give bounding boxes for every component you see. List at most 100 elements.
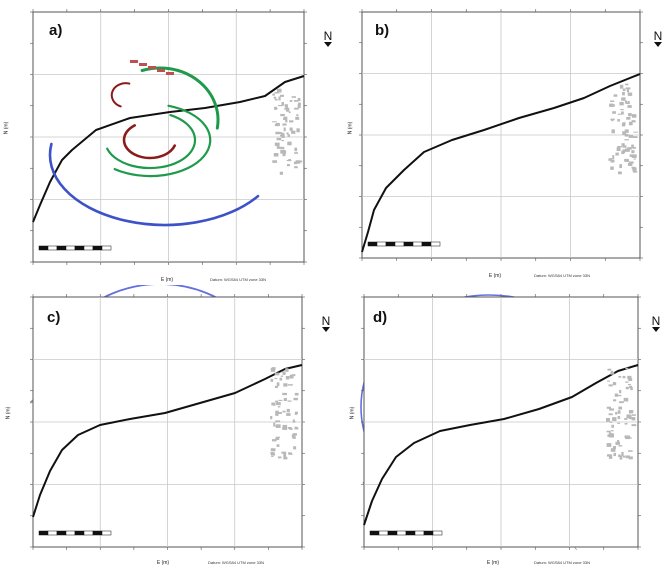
urban-patch [621,97,626,101]
urban-patch [297,102,301,106]
urban-patch [625,367,629,370]
urban-patch [631,414,636,416]
urban-patch [283,383,288,387]
scale-bar-segment [83,530,94,536]
urban-patch [271,455,274,458]
urban-patch [619,164,623,169]
scale-bar-segment [65,530,76,536]
urban-patch [278,105,283,107]
deformation-contour-green [106,114,197,170]
urban-patch [622,88,626,92]
urban-patch [294,411,298,415]
scale-bar-segment [394,241,405,247]
urban-patch [296,128,300,133]
map-canvas-a [30,9,307,265]
urban-patch [627,105,632,108]
urban-patch [282,152,286,157]
scale-bar-segment [83,245,94,251]
urban-patch [279,377,283,381]
x-axis-label-c: E (m) [156,560,170,566]
urban-patch [297,160,303,163]
urban-patch [607,380,611,382]
scale-bar-segment [47,245,58,251]
urban-patch [608,384,613,387]
urban-patch [294,147,298,152]
urban-patch [607,368,612,371]
scale-bar-segment [101,245,112,251]
urban-patch [282,426,288,430]
coastline [32,364,303,518]
urban-patch [620,109,624,111]
urban-patch [608,455,613,459]
urban-patch [280,149,286,154]
urban-patch [293,446,297,450]
urban-patch [628,437,632,439]
urban-patch [275,436,280,439]
urban-patch [275,400,279,403]
urban-patch [282,371,286,375]
urban-patch [626,116,631,120]
urban-patch [294,152,298,154]
urban-patch [624,129,629,133]
scale-bar-segment [56,530,67,536]
urban-patch [621,451,624,456]
urban-patch [279,171,284,175]
urban-patch [632,170,638,173]
urban-patch [274,142,280,146]
urban-patch [283,127,286,132]
urban-patch [622,455,626,458]
urban-patch [619,390,622,394]
urban-patch [285,376,290,380]
urban-patch [629,385,633,389]
urban-patch [287,427,292,429]
panel-label-d: d) [370,309,391,327]
urban-patch [621,111,624,115]
urban-patch [291,96,296,98]
urban-patch [270,368,276,372]
urban-patch [276,137,282,141]
urban-patch [275,424,281,428]
datum-note-c: Datum: WGS84 UTM zone 33N [208,560,265,565]
urban-patch [274,377,278,380]
urban-patch [287,141,292,146]
urban-patch [286,107,290,112]
scale-bar-segment [367,241,378,247]
urban-patch [623,397,629,402]
urban-patch [609,421,613,423]
urban-patch [295,116,299,120]
urban-patch [281,102,284,106]
urban-patch [282,135,285,138]
urban-patch [276,146,280,148]
urban-patch [621,123,626,127]
urban-patch [631,154,637,158]
scale-bar-segment [432,530,443,536]
urban-patch [289,127,293,131]
urban-patch [288,452,292,454]
urban-patch [272,93,275,96]
urban-patch [627,375,632,380]
urban-patch [624,100,628,103]
urban-patch [633,158,636,160]
scale-bar-segment [387,530,398,536]
urban-patch [278,96,281,101]
urban-patch [624,418,628,420]
urban-patch [286,413,291,416]
urban-patch [613,452,617,457]
urban-patch [285,105,288,109]
urban-patch [611,119,614,122]
urban-patch [294,392,299,396]
urban-patch [283,116,288,120]
urban-patch [619,401,624,403]
urban-patch [612,445,616,450]
urban-patch [610,159,615,163]
urban-patch [608,413,613,416]
urban-patch [274,385,278,389]
subsidence-contour-blue [48,142,260,227]
urban-patch [625,102,629,105]
urban-patch [612,111,616,114]
urban-patch [628,113,632,117]
urban-patch [612,382,617,386]
urban-patch [296,114,299,116]
urban-patch [632,167,637,171]
urban-patch [631,144,634,148]
